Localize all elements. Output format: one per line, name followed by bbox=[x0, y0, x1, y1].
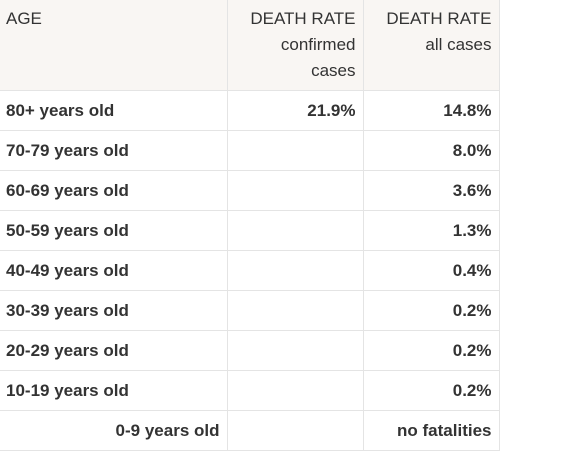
table-row: 40-49 years old 0.4% bbox=[0, 250, 500, 291]
age-cell: 50-59 years old bbox=[0, 210, 227, 251]
header-age-label: AGE bbox=[6, 9, 42, 28]
table-row: 60-69 years old 3.6% bbox=[0, 170, 500, 211]
header-all-title: DEATH RATE bbox=[386, 9, 492, 28]
age-cell: 10-19 years old bbox=[0, 370, 227, 411]
table-row: 70-79 years old 8.0% bbox=[0, 130, 500, 171]
header-death-rate-all: DEATH RATE all cases bbox=[362, 0, 500, 91]
header-confirmed-title: DEATH RATE bbox=[250, 9, 356, 28]
age-cell: 60-69 years old bbox=[0, 170, 227, 211]
all-rate-cell: 8.0% bbox=[362, 130, 500, 171]
table-header: AGE DEATH RATE confirmed cases DEATH RAT… bbox=[0, 0, 500, 91]
age-cell: 0-9 years old bbox=[0, 410, 227, 451]
confirmed-rate-cell bbox=[226, 130, 363, 171]
age-cell: 80+ years old bbox=[0, 90, 227, 131]
age-cell: 30-39 years old bbox=[0, 290, 227, 331]
confirmed-rate-cell bbox=[226, 210, 363, 251]
confirmed-rate-cell bbox=[226, 330, 363, 371]
confirmed-rate-cell bbox=[226, 170, 363, 211]
all-rate-cell: 0.2% bbox=[362, 290, 500, 331]
all-rate-cell: 3.6% bbox=[362, 170, 500, 211]
table-row: 80+ years old 21.9% 14.8% bbox=[0, 90, 500, 131]
table-row: 10-19 years old 0.2% bbox=[0, 370, 500, 411]
death-rate-table: AGE DEATH RATE confirmed cases DEATH RAT… bbox=[0, 0, 500, 451]
age-cell: 70-79 years old bbox=[0, 130, 227, 171]
all-rate-cell: 14.8% bbox=[362, 90, 500, 131]
confirmed-rate-cell bbox=[226, 370, 363, 411]
all-rate-cell: no fatalities bbox=[362, 410, 500, 451]
confirmed-rate-cell bbox=[226, 410, 363, 451]
age-cell: 40-49 years old bbox=[0, 250, 227, 291]
all-rate-cell: 0.2% bbox=[362, 370, 500, 411]
table-row: 30-39 years old 0.2% bbox=[0, 290, 500, 331]
confirmed-rate-cell bbox=[226, 250, 363, 291]
all-rate-cell: 0.2% bbox=[362, 330, 500, 371]
table-row: 20-29 years old 0.2% bbox=[0, 330, 500, 371]
header-all-line2: all cases bbox=[425, 35, 492, 54]
header-confirmed-line3: cases bbox=[311, 61, 356, 80]
header-age: AGE bbox=[0, 0, 227, 91]
confirmed-rate-cell bbox=[226, 290, 363, 331]
confirmed-rate-cell: 21.9% bbox=[226, 90, 363, 131]
all-rate-cell: 0.4% bbox=[362, 250, 500, 291]
header-death-rate-confirmed: DEATH RATE confirmed cases bbox=[226, 0, 363, 91]
header-confirmed-line2: confirmed bbox=[280, 35, 356, 54]
header-row: AGE DEATH RATE confirmed cases DEATH RAT… bbox=[0, 0, 500, 91]
age-cell: 20-29 years old bbox=[0, 330, 227, 371]
all-rate-cell: 1.3% bbox=[362, 210, 500, 251]
table-row: 0-9 years old no fatalities bbox=[0, 410, 500, 451]
table-body: 80+ years old 21.9% 14.8% 70-79 years ol… bbox=[0, 90, 500, 451]
table-row: 50-59 years old 1.3% bbox=[0, 210, 500, 251]
